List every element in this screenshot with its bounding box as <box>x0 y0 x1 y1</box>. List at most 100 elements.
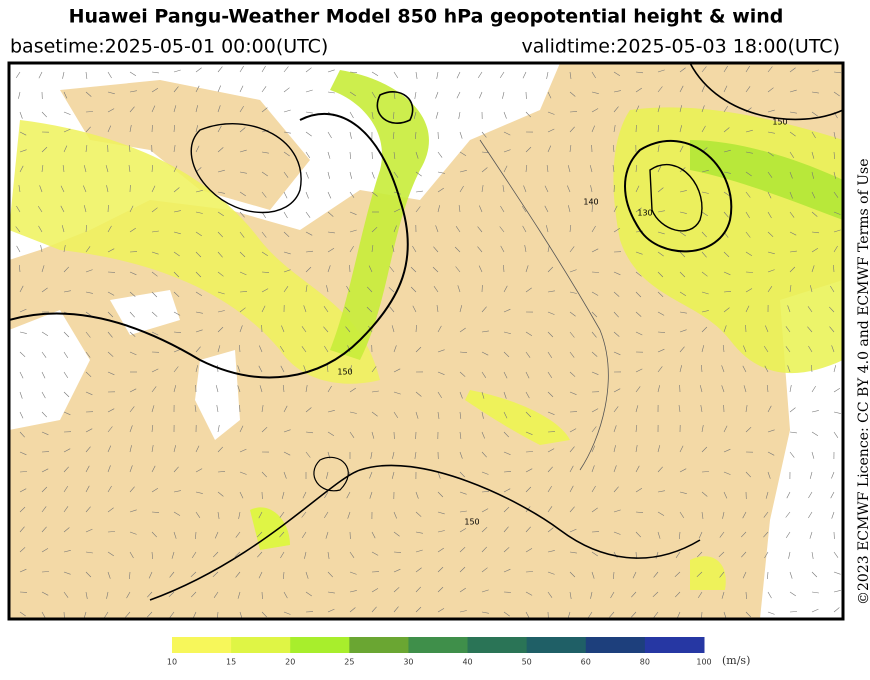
wind-arrow <box>349 387 356 393</box>
wind-arrow <box>547 448 555 453</box>
wind-arrow <box>811 608 819 613</box>
wind-arrow <box>833 551 839 558</box>
wind-arrow <box>613 531 621 535</box>
wind-arrow <box>787 305 791 313</box>
wind-arrow <box>129 90 137 93</box>
wind-arrow <box>323 326 329 333</box>
wind-arrow <box>547 391 554 398</box>
wind-arrow <box>679 271 686 278</box>
wind-arrow <box>305 285 308 293</box>
wind-arrow <box>63 411 71 416</box>
wind-arrow <box>393 345 397 353</box>
wind-arrow <box>525 111 532 118</box>
wind-arrow <box>393 151 396 159</box>
wind-arrow <box>723 149 731 153</box>
wind-arrow <box>613 351 621 356</box>
wind-arrow <box>195 190 203 193</box>
wind-arrow <box>129 571 131 580</box>
wind-arrow <box>591 426 597 433</box>
wind-arrow <box>547 527 554 533</box>
wind-arrow <box>85 331 91 338</box>
wind-arrow <box>63 466 69 473</box>
wind-arrow <box>657 331 666 333</box>
wind-arrow <box>591 248 599 253</box>
wind-arrow <box>657 445 661 453</box>
wind-arrow <box>613 271 621 276</box>
wind-arrow <box>547 411 555 415</box>
wind-arrow <box>811 551 814 559</box>
wind-arrow <box>613 71 621 77</box>
wind-arrow <box>833 365 836 373</box>
wind-arrow <box>412 245 417 253</box>
wind-arrow <box>106 591 109 599</box>
wind-arrow <box>281 491 285 499</box>
wind-arrow <box>19 285 24 293</box>
wind-arrow <box>697 591 703 599</box>
wind-arrow <box>437 471 441 479</box>
wind-arrow <box>767 286 773 293</box>
wind-arrow <box>195 271 202 278</box>
wind-arrow <box>745 171 752 177</box>
colorbar-segment <box>349 637 409 653</box>
wind-arrow <box>195 231 202 237</box>
wind-arrow <box>811 247 819 253</box>
wind-arrow <box>503 131 511 136</box>
wind-arrow <box>107 426 113 433</box>
wind-arrow <box>745 191 751 198</box>
wind-arrow <box>503 391 507 399</box>
wind-arrow <box>701 66 707 73</box>
colorbar-segment <box>467 637 528 653</box>
wind-arrow <box>437 151 443 158</box>
wind-arrow <box>701 251 707 258</box>
colorbar-segment <box>644 637 705 653</box>
wind-arrow <box>591 71 596 79</box>
wind-arrow <box>305 571 309 579</box>
wind-arrow <box>789 211 795 218</box>
wind-arrow <box>808 345 813 353</box>
wind-arrow <box>833 245 838 253</box>
wind-arrow <box>371 606 377 613</box>
wind-arrow <box>437 511 445 515</box>
wind-arrow <box>129 486 135 493</box>
wind-arrow <box>393 208 401 213</box>
wind-arrow <box>217 85 221 93</box>
wind-arrow <box>195 105 198 113</box>
wind-arrow <box>129 125 132 133</box>
wind-arrow <box>635 511 644 513</box>
wind-arrow <box>767 611 775 615</box>
wind-arrow <box>305 591 312 597</box>
wind-arrow <box>261 611 268 618</box>
wind-arrow <box>107 225 112 233</box>
wind-arrow <box>481 471 489 475</box>
wind-arrow <box>454 246 461 253</box>
wind-arrow <box>85 391 93 396</box>
wind-arrow <box>767 109 775 113</box>
wind-arrow <box>700 405 703 413</box>
wind-arrow <box>503 611 510 617</box>
wind-arrow <box>239 231 245 238</box>
colorbar-segment <box>290 637 350 653</box>
wind-arrow <box>261 591 263 600</box>
wind-arrow <box>591 507 598 513</box>
wind-arrow <box>525 371 530 379</box>
wind-arrow <box>525 265 529 273</box>
wind-arrow <box>349 171 352 179</box>
wind-arrow <box>547 145 552 153</box>
wind-arrow <box>547 290 555 293</box>
wind-arrow <box>679 311 687 314</box>
wind-arrow <box>412 305 417 313</box>
wind-arrow <box>41 331 49 336</box>
wind-arrow <box>767 211 772 219</box>
wind-arrow <box>742 365 747 373</box>
wind-arrow <box>389 306 395 313</box>
wind-arrow <box>590 185 593 193</box>
wind-arrow <box>631 611 637 618</box>
wind-arrow <box>679 251 686 258</box>
wind-arrow <box>811 265 815 273</box>
wind-arrow <box>569 269 577 273</box>
wind-arrow <box>239 471 247 475</box>
wind-arrow <box>235 531 241 538</box>
wind-arrow <box>19 547 26 553</box>
wind-arrow <box>301 531 307 539</box>
wind-arrow <box>546 165 549 173</box>
